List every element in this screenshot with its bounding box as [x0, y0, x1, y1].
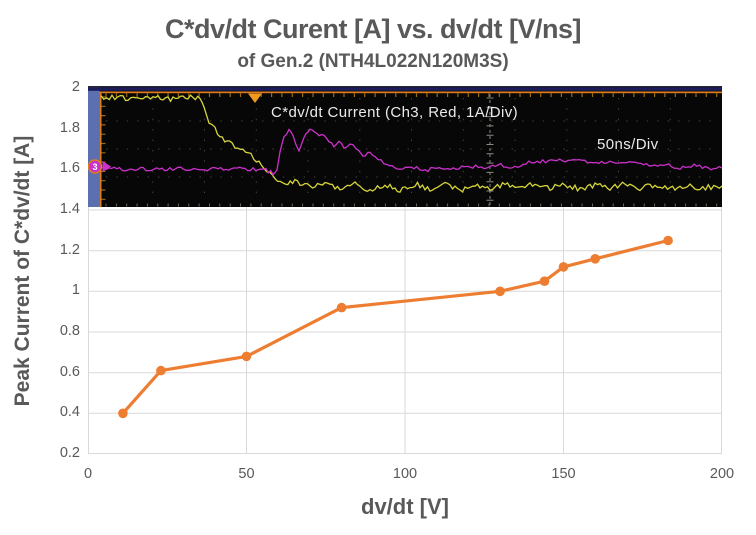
plot-area — [88, 88, 722, 454]
y-tick-label: 1.8 — [59, 119, 80, 136]
x-tick-label: 100 — [392, 466, 418, 482]
scope-trace-label: C*dv/dt Current (Ch3, Red, 1A/Div) — [271, 104, 518, 121]
channel-3-marker-icon: 3 — [88, 159, 111, 174]
x-axis-title: dv/dt [V] — [361, 494, 449, 519]
chart-subtitle: of Gen.2 (NTH4L022N120M3S) — [237, 51, 509, 72]
y-tick-label: 0.6 — [59, 363, 80, 380]
x-tick-label: 0 — [83, 466, 93, 482]
y-tick-label: 2 — [71, 79, 80, 95]
x-tick-label: 150 — [551, 466, 576, 482]
chart-title: C*dv/dt Curent [A] vs. dv/dt [V/ns] — [164, 14, 582, 44]
y-tick-label: 0.4 — [59, 404, 80, 421]
y-tick-label: 0.8 — [59, 323, 80, 339]
y-tick-label: 1.6 — [59, 160, 80, 177]
scope-traces — [100, 93, 722, 193]
x-tick-label: 50 — [238, 466, 255, 482]
x-tick-label: 200 — [709, 466, 735, 482]
y-tick-label: 1.2 — [59, 241, 80, 258]
scope-timebase-label: 50ns/Div — [597, 136, 659, 153]
oscilloscope-screenshot: 3 C*dv/dt Current (Ch3, Red, 1A/Div) 50n… — [88, 86, 722, 207]
data-series — [118, 235, 673, 419]
y-tick-label: 1 — [71, 282, 80, 299]
y-tick-label: 1.4 — [59, 201, 80, 217]
svg-text:3: 3 — [92, 162, 97, 172]
oscilloscope-inset: 3 C*dv/dt Current (Ch3, Red, 1A/Div) 50n… — [88, 86, 722, 207]
y-tick-label: 0.2 — [59, 445, 80, 461]
